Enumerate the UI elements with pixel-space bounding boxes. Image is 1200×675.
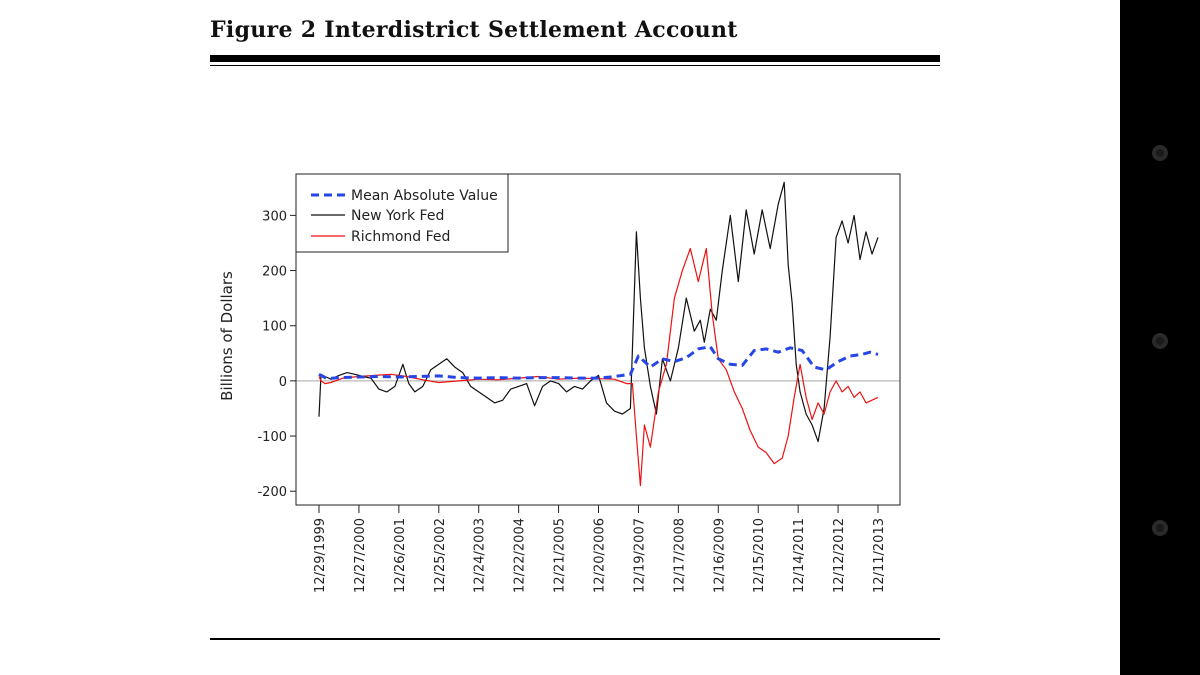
side-dot-icon[interactable] — [1152, 520, 1168, 536]
x-tick-label: 12/16/2009 — [712, 518, 727, 593]
x-tick-label: 12/19/2007 — [632, 518, 647, 593]
bottom-rule — [210, 638, 940, 640]
plot-frame — [295, 173, 901, 506]
legend-label-richmond-fed: Richmond Fed — [351, 229, 450, 245]
chart: -200 -100 0 100 200 300 12/29/1999 12/27/2000 1… — [218, 173, 901, 593]
x-tick-label: 12/14/2011 — [792, 518, 807, 593]
x-tick-label: 12/21/2005 — [553, 518, 568, 593]
x-tick-label: 12/17/2008 — [672, 518, 687, 593]
series-line-mean-absolute-value — [318, 345, 879, 381]
y-tick-label: 300 — [262, 209, 287, 224]
legend-label-new-york-fed: New York Fed — [351, 208, 444, 224]
x-tick-label: 12/29/1999 — [313, 518, 328, 593]
y-tick-label: 200 — [262, 265, 287, 280]
x-tick-label: 12/20/2006 — [593, 518, 608, 593]
legend-label-mean-absolute-value: Mean Absolute Value — [351, 188, 498, 204]
x-tick-label: 12/27/2000 — [353, 518, 368, 593]
side-dot-icon[interactable] — [1152, 333, 1168, 349]
y-tick-label: 0 — [279, 375, 287, 390]
title-thick-rule — [210, 55, 940, 62]
title-thin-rule — [210, 65, 940, 66]
series-line-richmond-fed — [318, 247, 879, 487]
y-axis-label: Billions of Dollars — [218, 271, 236, 401]
legend: Mean Absolute Value New York Fed Richmon… — [295, 173, 509, 253]
x-tick-label: 12/22/2004 — [513, 518, 528, 593]
x-tick-label: 12/11/2013 — [872, 518, 887, 593]
legend-box — [295, 173, 509, 253]
x-tick-label: 12/24/2003 — [473, 518, 488, 593]
figure-title: Figure 2 Interdistrict Settlement Accoun… — [210, 17, 738, 43]
x-tick-label: 12/12/2012 — [832, 518, 847, 593]
side-dot-icon[interactable] — [1152, 145, 1168, 161]
x-tick-label: 12/25/2002 — [433, 518, 448, 593]
document-page: Figure 2 Interdistrict Settlement Accoun… — [0, 0, 1120, 675]
x-tick-label: 12/15/2010 — [752, 518, 767, 593]
x-tick-label: 12/26/2001 — [393, 518, 408, 593]
y-tick-label: -200 — [257, 485, 287, 500]
y-tick-label: 100 — [262, 320, 287, 335]
y-tick-label: -100 — [257, 430, 287, 445]
